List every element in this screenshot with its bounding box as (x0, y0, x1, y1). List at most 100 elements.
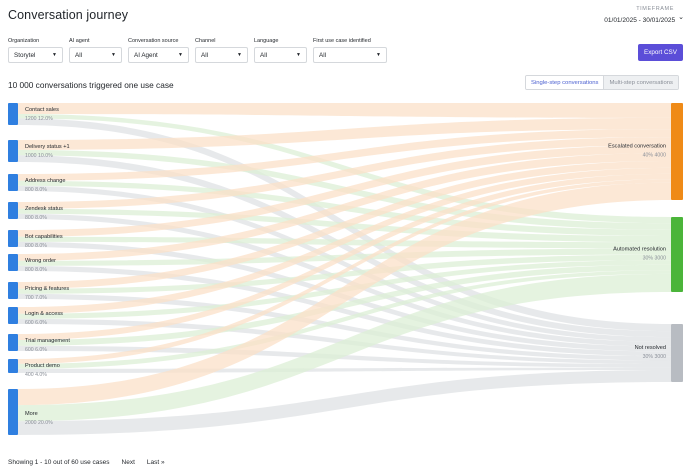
filter-language: Language All ▼ (254, 38, 307, 63)
sankey-link-unresolved[interactable] (18, 293, 671, 361)
source-count: 600 6.0% (25, 347, 47, 353)
source-node-bar[interactable] (8, 140, 18, 162)
sankey-link-automated[interactable] (18, 270, 671, 369)
target-count: 30% 3000 (643, 354, 666, 360)
caret-down-icon: ▼ (376, 52, 381, 58)
sankey-link-escalated[interactable] (18, 182, 671, 406)
organization-select[interactable]: Storytel ▼ (8, 47, 63, 63)
next-page-link[interactable]: Next (121, 459, 135, 466)
caret-down-icon: ▼ (52, 52, 57, 58)
source-node[interactable]: Bot capabilities 800 8.0% (8, 230, 63, 249)
source-node[interactable]: Contact sales 1200 12.0% (8, 103, 59, 125)
source-node[interactable]: Trial management 600 6.0% (8, 334, 70, 353)
sankey-link-escalated[interactable] (18, 160, 671, 289)
source-node[interactable]: Zendesk status 800 8.0% (8, 202, 63, 221)
source-label: Bot capabilities (25, 234, 63, 240)
filter-label: Organization (8, 38, 40, 44)
sankey-link-escalated[interactable] (18, 117, 671, 150)
select-value: AI Agent (134, 51, 158, 59)
select-value: All (260, 51, 267, 59)
sankey-link-automated[interactable] (18, 273, 671, 422)
sankey-link-escalated[interactable] (18, 173, 671, 340)
sankey-link-escalated[interactable] (18, 145, 671, 237)
source-node[interactable]: Login & access 600 6.0% (8, 307, 63, 326)
sankey-link-unresolved[interactable] (18, 213, 671, 347)
sankey-link-escalated[interactable] (18, 129, 671, 181)
select-value: Storytel (14, 51, 36, 59)
target-label: Automated resolution (613, 247, 666, 253)
source-node-bar[interactable] (8, 359, 18, 373)
sankey-link-automated[interactable] (18, 264, 671, 346)
sankey-links (18, 103, 671, 435)
source-node[interactable]: Address change 800 8.0% (8, 174, 65, 193)
source-label: Pricing & features (25, 286, 69, 292)
source-label: Trial management (25, 338, 70, 344)
source-label: Address change (25, 178, 65, 184)
conversation-source-select[interactable]: AI Agent ▼ (128, 47, 189, 63)
sankey-link-escalated[interactable] (18, 103, 671, 118)
source-node-bar[interactable] (8, 334, 18, 351)
target-node-escalated[interactable]: Escalated conversation 40% 4000 (608, 103, 683, 200)
sankey-link-escalated[interactable] (18, 137, 671, 209)
target-node-bar[interactable] (671, 103, 683, 200)
chevron-down-icon[interactable]: ⌄ (678, 14, 684, 21)
timeframe-picker[interactable]: TIMEFRAME 01/01/2025 - 30/01/2025 ⌄ (604, 6, 684, 24)
source-node-bar[interactable] (8, 254, 18, 271)
target-node-bar[interactable] (671, 217, 683, 292)
multi-step-tab[interactable]: Multi-step conversations (604, 76, 678, 89)
sankey-link-escalated[interactable] (18, 152, 671, 261)
sankey-link-unresolved[interactable] (18, 345, 671, 368)
language-select[interactable]: All ▼ (254, 47, 307, 63)
caret-down-icon: ▼ (178, 52, 183, 58)
sankey-link-automated[interactable] (18, 254, 671, 294)
source-node[interactable]: Product demo 400 4.0% (8, 359, 60, 378)
target-count: 30% 3000 (643, 256, 666, 262)
first-use-case-select[interactable]: All ▼ (313, 47, 387, 63)
filter-label: Conversation source (128, 38, 179, 44)
timeframe-value[interactable]: 01/01/2025 - 30/01/2025 (604, 16, 676, 24)
channel-select[interactable]: All ▼ (195, 47, 248, 63)
sankey-link-automated[interactable] (18, 114, 671, 224)
caret-down-icon: ▼ (296, 52, 301, 58)
select-value: All (75, 51, 82, 59)
source-node[interactable]: Delivery status +1 1000 10.0% (8, 140, 70, 162)
source-node[interactable]: More 2000 20.0% (8, 389, 53, 435)
sankey-link-unresolved[interactable] (18, 370, 671, 435)
source-node-bar[interactable] (8, 103, 18, 125)
target-node-bar[interactable] (671, 324, 683, 382)
sankey-link-unresolved[interactable] (18, 185, 671, 342)
target-node-automated[interactable]: Automated resolution 30% 3000 (613, 217, 683, 292)
sankey-link-unresolved[interactable] (18, 155, 671, 338)
source-count: 1200 12.0% (25, 116, 53, 122)
ai-agent-select[interactable]: All ▼ (69, 47, 122, 63)
single-step-tab[interactable]: Single-step conversations (526, 76, 605, 89)
filter-conversation-source: Conversation source AI Agent ▼ (128, 38, 189, 63)
source-label: Wrong order (25, 258, 56, 264)
source-node-bar[interactable] (8, 307, 18, 324)
source-count: 800 8.0% (25, 243, 47, 249)
view-toggle: Single-step conversations Multi-step con… (525, 75, 679, 90)
source-count: 400 4.0% (25, 372, 47, 378)
source-label: Product demo (25, 363, 60, 369)
source-node-bar[interactable] (8, 282, 18, 299)
last-page-link[interactable]: Last » (146, 459, 165, 466)
source-count: 800 8.0% (25, 215, 47, 221)
export-csv-button[interactable]: Export CSV (638, 44, 683, 61)
sankey-link-unresolved[interactable] (18, 265, 671, 357)
filter-organization: Organization Storytel ▼ (8, 38, 63, 63)
filter-ai-agent: AI agent All ▼ (69, 38, 122, 63)
sankey-link-escalated[interactable] (18, 167, 671, 314)
source-label: Zendesk status (25, 206, 63, 212)
target-label: Not resolved (635, 345, 666, 351)
sankey-link-escalated[interactable] (18, 179, 671, 364)
source-node[interactable]: Wrong order 800 8.0% (8, 254, 56, 273)
target-node-unresolved[interactable]: Not resolved 30% 3000 (635, 324, 683, 382)
source-node-bar[interactable] (8, 230, 18, 247)
source-count: 2000 20.0% (25, 420, 53, 426)
source-node-bar[interactable] (8, 174, 18, 191)
source-node-bar[interactable] (8, 202, 18, 219)
source-node[interactable]: Pricing & features 700 7.0% (8, 282, 69, 301)
double-chevron-right-icon: » (161, 459, 165, 466)
source-node-bar[interactable] (8, 389, 18, 435)
